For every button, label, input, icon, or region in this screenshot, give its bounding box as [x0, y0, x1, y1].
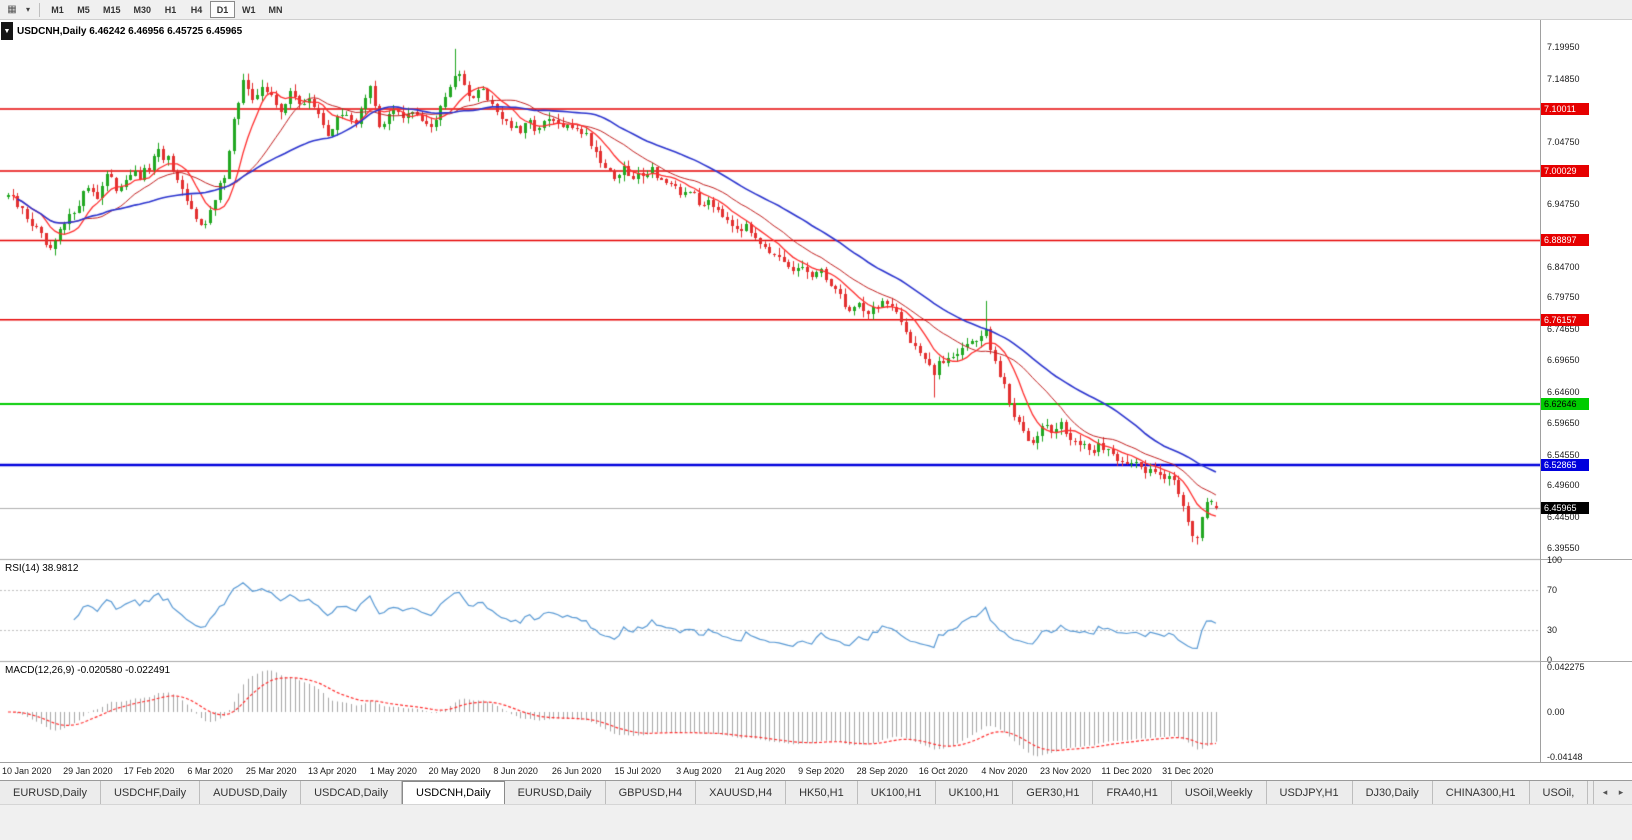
price-axis-label: 6.49600 — [1547, 480, 1580, 491]
date-axis-label: 1 May 2020 — [369, 766, 417, 776]
price-axis-label: 6.64600 — [1547, 386, 1580, 397]
rsi-axis-label: 100 — [1547, 555, 1563, 565]
price-axis-label: 6.94750 — [1547, 199, 1580, 209]
chart-tab[interactable]: UK100,H1 — [935, 781, 1014, 804]
chart-tab[interactable]: EURUSD,Daily — [0, 781, 101, 804]
hline-price-badge: 6.52865 — [1541, 458, 1589, 471]
chart-tab[interactable]: USOil,Weekly — [1171, 781, 1267, 804]
status-strip — [0, 804, 1632, 840]
chart-tab[interactable]: USDCAD,Daily — [301, 781, 403, 804]
timeframe-button-w1[interactable]: W1 — [242, 4, 256, 15]
timeframe-button-m15[interactable]: M15 — [103, 4, 121, 15]
chart-tab[interactable]: AUDUSD,Daily — [200, 781, 302, 804]
macd-axis-label: 0.042275 — [1547, 661, 1585, 672]
macd-axis-label: 0.00 — [1547, 707, 1565, 717]
chart-tab[interactable]: EURUSD,Daily — [504, 781, 606, 804]
macd-axis-label: -0.04148 — [1547, 751, 1583, 762]
date-axis-label: 31 Dec 2020 — [1162, 766, 1214, 776]
timeframe-button-h4[interactable]: H4 — [190, 4, 203, 15]
price-axis-label: 6.84700 — [1547, 261, 1580, 272]
timeframe-buttons-group: M1 M5 M15 M30 H1 H4 D1 W1 MN — [45, 1, 289, 18]
chart-tab[interactable]: GER30,H1 — [1013, 781, 1094, 804]
hline-price-badge: 6.76157 — [1541, 313, 1589, 326]
tab-scroll-left-icon[interactable]: ◂ — [1602, 787, 1608, 797]
rsi-indicator-label: RSI(14) 38.9812 — [5, 563, 79, 574]
current-price-badge: 6.45965 — [1541, 501, 1589, 514]
tab-scroll-arrows: ◂ ▸ — [1593, 781, 1632, 804]
price-axis-label: 7.04750 — [1547, 136, 1580, 147]
toolbar-separator — [39, 2, 40, 17]
macd-indicator-label: MACD(12,26,9) -0.020580 -0.022491 — [5, 665, 171, 676]
price-axis-label: 6.39550 — [1547, 542, 1580, 553]
chart-tab[interactable]: UK100,H1 — [857, 781, 936, 804]
hline-price-badge: 6.88897 — [1541, 234, 1589, 247]
date-axis-label: 4 Nov 2020 — [981, 766, 1028, 776]
date-axis-label: 3 Aug 2020 — [676, 766, 722, 776]
date-axis-label: 23 Nov 2020 — [1039, 766, 1092, 776]
hline-price-badge: 7.10011 — [1541, 102, 1589, 115]
chart-tab[interactable]: XAUUSD,H4 — [696, 781, 787, 804]
periods-icon[interactable]: ▦ — [7, 4, 17, 15]
rsi-axis-label: 30 — [1547, 625, 1558, 635]
timeframe-button-d1[interactable]: D1 — [210, 1, 236, 18]
price-axis-label: 6.59650 — [1547, 417, 1580, 428]
date-axis-label: 9 Sep 2020 — [798, 766, 845, 776]
rsi-axis-label: 0 — [1547, 655, 1553, 665]
candlestick-chart-canvas[interactable] — [0, 20, 1540, 762]
hline-price-badge: 6.62646 — [1541, 398, 1589, 411]
chart-tab-bar: EURUSD,Daily USDCHF,Daily AUDUSD,Daily USDC… — [0, 780, 1632, 804]
price-axis-label: 7.19950 — [1547, 41, 1580, 52]
price-axis-label: 6.79750 — [1547, 292, 1580, 303]
chart-tab[interactable]: CHINA300,H1 — [1432, 781, 1530, 804]
date-axis-label: 20 May 2020 — [428, 766, 481, 776]
tab-scroll-right-icon[interactable]: ▸ — [1618, 787, 1624, 797]
timeframe-toolbar: ▦ ▾ M1 M5 M15 M30 H1 H4 D1 W1 MN — [0, 0, 1632, 20]
date-axis-label: 16 Oct 2020 — [918, 766, 968, 776]
chart-header: ▼ USDCNH,Daily 6.46242 6.46956 6.45725 6… — [1, 22, 242, 40]
chart-tab[interactable]: USOil, — [1529, 781, 1589, 804]
date-axis-label: 17 Feb 2020 — [123, 766, 175, 776]
date-axis-label: 21 Aug 2020 — [734, 766, 786, 776]
date-axis-label: 13 Apr 2020 — [308, 766, 357, 776]
chart-tab[interactable]: GBPUSD,H4 — [605, 781, 697, 804]
chart-tab[interactable]: DJ30,Daily — [1352, 781, 1433, 804]
price-axis-label: 7.14850 — [1547, 73, 1580, 84]
timeframe-button-mn[interactable]: MN — [268, 4, 283, 15]
chart-tab[interactable]: USDCHF,Daily — [100, 781, 201, 804]
timeframe-button-m5[interactable]: M5 — [77, 4, 90, 15]
timeframe-button-m30[interactable]: M30 — [133, 4, 152, 15]
chart-tab[interactable]: USDJPY,H1 — [1266, 781, 1353, 804]
chart-tab[interactable]: FRA40,H1 — [1093, 781, 1172, 804]
date-axis-label: 25 Mar 2020 — [245, 766, 297, 776]
date-axis-label: 10 Jan 2020 — [2, 766, 52, 776]
hline-price-badge: 7.00029 — [1541, 165, 1589, 178]
date-axis-label: 29 Jan 2020 — [63, 766, 113, 776]
chart-tab[interactable]: USDCNH,Daily — [402, 781, 505, 804]
date-axis-label: 11 Dec 2020 — [1101, 766, 1152, 776]
symbol-ohlc-header: USDCNH,Daily 6.46242 6.46956 6.45725 6.4… — [17, 25, 243, 37]
chart-window: ▼ USDCNH,Daily 6.46242 6.46956 6.45725 6… — [0, 20, 1632, 780]
chart-tab[interactable]: HK50,H1 — [786, 781, 858, 804]
chart-tab-strip: EURUSD,Daily USDCHF,Daily AUDUSD,Daily USDC… — [0, 781, 1593, 804]
rsi-axis-label: 70 — [1547, 585, 1558, 595]
price-axis[interactable]: 7.19950 7.14850 7.04750 6.94750 6.84700 6.797… — [1540, 20, 1632, 762]
price-axis-label: 6.74650 — [1547, 324, 1580, 335]
timeframe-button-h1[interactable]: H1 — [164, 4, 177, 15]
periods-dropdown-caret[interactable]: ▾ — [25, 5, 30, 14]
one-click-trading-toggle[interactable]: ▼ — [1, 22, 13, 40]
date-axis-label: 26 Jun 2020 — [551, 766, 602, 776]
date-axis-label: 15 Jul 2020 — [614, 766, 662, 776]
price-axis-label: 6.69650 — [1547, 355, 1580, 366]
date-axis[interactable]: 10 Jan 2020 29 Jan 2020 17 Feb 2020 6 Mar 2… — [0, 762, 1632, 780]
date-axis-label: 6 Mar 2020 — [187, 766, 233, 776]
price-axis-label: 6.44500 — [1547, 512, 1580, 523]
timeframe-button-m1[interactable]: M1 — [51, 4, 64, 15]
price-axis-label: 6.54550 — [1547, 449, 1580, 460]
date-axis-label: 28 Sep 2020 — [856, 766, 908, 776]
date-axis-label: 8 Jun 2020 — [493, 766, 538, 776]
